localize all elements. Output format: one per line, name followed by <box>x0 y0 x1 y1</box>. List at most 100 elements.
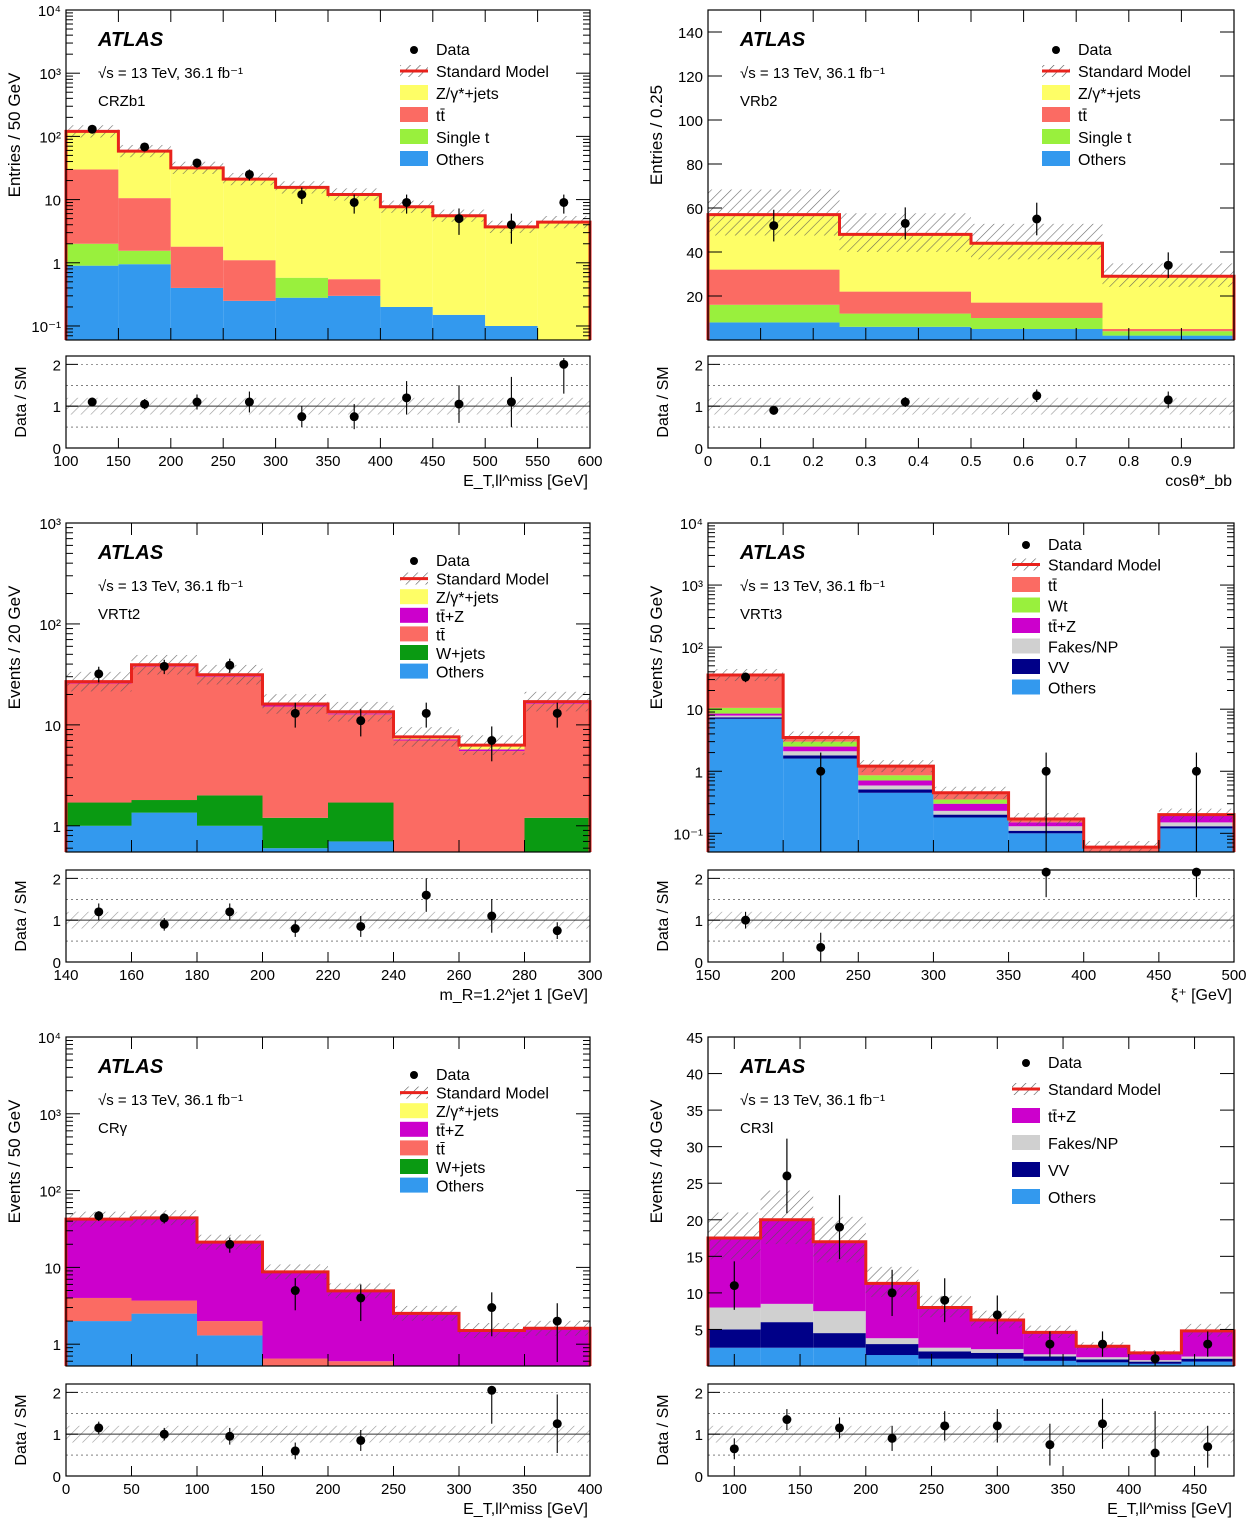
xtick-label: 0 <box>704 453 712 470</box>
ratio-frame <box>707 869 1235 963</box>
bar-others <box>1102 335 1234 340</box>
ratio-point <box>225 907 235 917</box>
data-point <box>559 197 569 207</box>
legend-marker-data <box>410 46 418 54</box>
energy-label: √s = 13 TeV, 36.1 fb⁻¹ <box>740 65 885 82</box>
data-point <box>835 1222 844 1232</box>
bar-vv <box>858 789 934 793</box>
ytick-label: 10⁻¹ <box>31 319 61 336</box>
legend-label: Others <box>436 1179 484 1196</box>
legend-label: W+jets <box>436 646 485 663</box>
bar-ttbar <box>197 676 263 796</box>
ytick-label: 20 <box>686 289 703 306</box>
xtick-label: 250 <box>846 967 871 984</box>
xtick-label: 0.7 <box>1066 453 1087 470</box>
atlas-label: ATLAS <box>97 29 164 51</box>
legend-marker-data <box>410 1071 418 1079</box>
bar-zjets <box>537 222 590 340</box>
xtick-label: 200 <box>853 1481 878 1498</box>
data-point <box>159 1213 169 1223</box>
uncertainty-band <box>708 1212 761 1260</box>
xtick-label: 200 <box>771 967 796 984</box>
x-axis-label: m_R=1.2^jet 1 [GeV] <box>440 987 588 1004</box>
data-point <box>244 169 254 179</box>
legend-label: VV <box>1048 660 1070 677</box>
ytick-label: 10² <box>681 640 703 657</box>
xtick-label: 240 <box>381 967 406 984</box>
bar-fakes <box>918 1347 971 1352</box>
ytick-label: 15 <box>686 1249 703 1266</box>
data-point <box>1150 1354 1160 1364</box>
legend-swatch <box>400 85 428 100</box>
legend-label: Standard Model <box>436 64 549 81</box>
xtick-label: 300 <box>263 453 288 470</box>
bar-ttz <box>708 713 784 716</box>
bar-others <box>971 329 1103 340</box>
legend-label: VV <box>1048 1163 1070 1180</box>
data-point <box>1191 766 1201 776</box>
xtick-label: 50 <box>123 1481 140 1498</box>
data-point <box>140 142 150 152</box>
ytick-label: 10 <box>44 193 61 210</box>
bar-vv <box>708 1329 761 1348</box>
bar-vv <box>813 1333 866 1348</box>
data-point <box>94 1211 104 1221</box>
legend-label: Others <box>1048 1190 1096 1207</box>
ytick-label: 10³ <box>681 578 703 595</box>
legend-swatch <box>1012 1108 1040 1123</box>
sm-line <box>64 663 592 852</box>
ratio-ytick-label: 0 <box>53 1469 61 1486</box>
bar-others <box>197 825 263 852</box>
ratio-ytick-label: 1 <box>695 913 703 930</box>
ytick-label: 30 <box>686 1140 703 1157</box>
xtick-label: 0.5 <box>961 453 982 470</box>
bar-vv <box>1181 1358 1234 1362</box>
bar-others <box>760 1347 814 1366</box>
data-point <box>552 1316 562 1326</box>
data-point <box>552 708 562 718</box>
legend-swatch <box>1042 151 1070 166</box>
xtick-label: 250 <box>211 453 236 470</box>
xtick-label: 100 <box>722 1481 747 1498</box>
bar-single_t <box>275 277 328 298</box>
ratio-point <box>782 1415 792 1425</box>
legend-label: Single t <box>436 130 490 147</box>
ratio-point <box>225 1431 235 1441</box>
bar-fakes <box>858 785 934 790</box>
bar-others <box>865 1355 919 1366</box>
bar-ttbar <box>66 1297 132 1322</box>
xtick-label: 0.2 <box>803 453 824 470</box>
y-axis-label: Entries / 0.25 <box>647 85 666 185</box>
region-label: CR3l <box>740 1120 773 1137</box>
energy-label: √s = 13 TeV, 36.1 fb⁻¹ <box>740 1092 885 1109</box>
bar-others <box>380 306 433 340</box>
bar-fakes <box>708 1307 761 1330</box>
legend-swatch <box>400 626 428 642</box>
ratio-ytick-label: 0 <box>53 955 61 972</box>
bar-others <box>858 792 934 852</box>
energy-label: √s = 13 TeV, 36.1 fb⁻¹ <box>98 65 243 82</box>
legend-label: Standard Model <box>436 572 549 589</box>
bar-others <box>131 812 197 852</box>
bar-ttbar <box>708 269 840 305</box>
data-point <box>1045 1339 1055 1349</box>
xtick-label: 450 <box>420 453 445 470</box>
legend-label: Data <box>1078 42 1112 59</box>
bar-others <box>1076 1362 1129 1366</box>
ratio-y-axis-label: Data / SM <box>13 880 30 951</box>
bar-fakes <box>708 715 784 718</box>
legend-label: Others <box>436 665 484 682</box>
legend-swatch <box>400 645 428 660</box>
legend-label: Data <box>1048 537 1082 554</box>
ytick-label: 10⁴ <box>680 516 703 533</box>
bar-others <box>839 326 971 340</box>
legend-label: Standard Model <box>1048 1082 1161 1099</box>
bar-vv <box>918 1351 971 1359</box>
legend-swatch <box>400 589 428 605</box>
xtick-label: 0.9 <box>1171 453 1192 470</box>
x-axis-label: ξ⁺ [GeV] <box>1171 987 1232 1004</box>
bar-ttbar <box>131 1300 197 1314</box>
